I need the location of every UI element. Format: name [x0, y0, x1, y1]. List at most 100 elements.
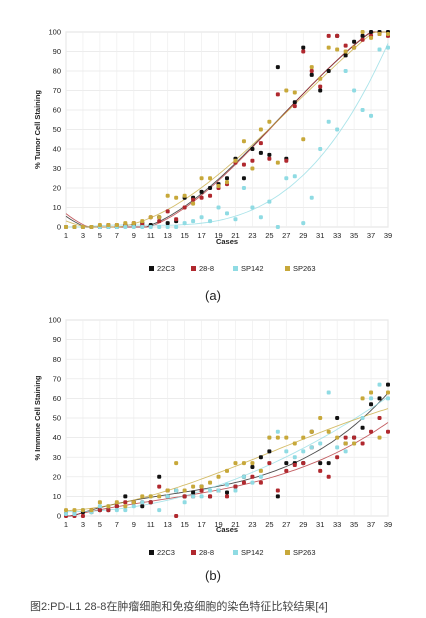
data-point-28-8: [369, 429, 374, 434]
data-point-sp263: [157, 215, 162, 220]
data-point-sp263: [157, 494, 162, 499]
data-point-sp263: [292, 441, 297, 446]
data-point-sp263: [208, 480, 213, 485]
data-point-22c3: [241, 176, 246, 181]
legend-swatch-28-8: [191, 550, 196, 555]
data-point-22c3: [326, 69, 331, 73]
data-point-sp142: [225, 211, 229, 216]
data-point-28-8: [80, 514, 85, 518]
legend-label-28-8: 28-8: [199, 548, 214, 557]
y-axis-title: % Tumor Cell Staining: [33, 90, 42, 169]
data-point-sp142: [157, 508, 162, 513]
data-point-sp142: [233, 488, 238, 493]
data-point-sp263: [309, 65, 314, 70]
data-point-sp142: [199, 215, 204, 220]
legend-swatch-22c3: [149, 550, 154, 555]
data-point-sp263: [72, 225, 77, 229]
data-point-sp142: [123, 508, 128, 513]
data-point-sp142: [292, 455, 297, 460]
data-point-22c3: [250, 465, 255, 469]
data-point-sp263: [72, 508, 77, 513]
legend-label-sp263: SP263: [293, 264, 316, 273]
panel-label-b: (b): [205, 568, 221, 583]
data-point-sp263: [225, 180, 229, 185]
data-point-28-8: [267, 461, 272, 466]
data-point-28-8: [284, 468, 289, 473]
data-point-sp142: [114, 508, 119, 513]
data-point-sp142: [309, 195, 314, 200]
data-point-28-8: [275, 488, 280, 493]
data-point-sp142: [174, 225, 179, 229]
y-tick-label: 30: [53, 164, 61, 173]
data-point-sp263: [225, 468, 229, 473]
data-point-sp263: [80, 508, 85, 513]
data-point-sp263: [275, 160, 280, 165]
x-tick-label: 3: [81, 520, 85, 529]
legend-swatch-22c3: [149, 266, 154, 271]
data-point-sp263: [199, 484, 204, 489]
data-point-sp263: [97, 223, 102, 228]
y-tick-label: 50: [53, 414, 61, 423]
data-point-sp142: [335, 127, 340, 132]
data-point-sp263: [343, 49, 348, 54]
y-tick-label: 70: [53, 86, 61, 95]
y-tick-label: 90: [53, 47, 61, 56]
data-point-sp263: [199, 176, 204, 181]
data-point-22c3: [377, 396, 382, 401]
x-tick-label: 39: [384, 520, 392, 529]
x-tick-label: 23: [248, 231, 256, 240]
data-point-22c3: [360, 425, 365, 430]
x-tick-label: 13: [164, 231, 172, 240]
data-point-sp263: [318, 416, 323, 420]
y-axis-title: % Immune Cell Staining: [33, 375, 42, 460]
data-point-28-8: [97, 508, 102, 513]
y-tick-label: 10: [53, 203, 61, 212]
data-point-28-8: [148, 500, 153, 505]
data-point-sp263: [131, 221, 136, 226]
x-tick-label: 1: [64, 231, 68, 240]
data-point-sp142: [233, 217, 238, 222]
y-tick-label: 70: [53, 374, 61, 383]
y-tick-label: 10: [53, 492, 61, 501]
data-point-22c3: [369, 30, 374, 34]
data-point-sp142: [318, 147, 323, 151]
data-point-28-8: [360, 37, 365, 42]
trendline-28-8: [65, 422, 389, 517]
y-tick-label: 100: [48, 28, 61, 37]
data-point-sp142: [250, 480, 255, 485]
data-point-22c3: [165, 221, 170, 226]
data-point-sp142: [182, 221, 187, 226]
y-tick-label: 90: [53, 335, 61, 344]
data-point-sp263: [284, 435, 289, 440]
data-point-sp142: [377, 382, 382, 387]
data-point-28-8: [182, 205, 187, 210]
data-point-28-8: [157, 484, 162, 489]
x-tick-label: 29: [299, 520, 307, 529]
data-point-22c3: [352, 39, 357, 44]
y-tick-label: 0: [57, 512, 61, 521]
data-point-sp142: [140, 225, 145, 229]
data-point-sp263: [250, 166, 255, 171]
chart-panel-a: 0 10 20 30 40 50 60 70 80 90 100 1 3 5 7 9 11 13 15 17 19 21 2…: [0, 0, 426, 303]
x-tick-label: 21: [231, 520, 239, 529]
data-point-sp263: [352, 45, 357, 50]
data-point-sp142: [275, 429, 280, 434]
data-point-22c3: [309, 72, 314, 77]
data-point-28-8: [258, 141, 263, 146]
data-point-28-8: [199, 488, 204, 493]
x-tick-label: 7: [115, 520, 119, 529]
legend-swatch-sp142: [233, 550, 238, 555]
data-point-22c3: [191, 490, 196, 495]
data-point-22c3: [318, 88, 323, 93]
data-point-22c3: [326, 461, 331, 466]
legend-swatch-28-8: [191, 266, 196, 271]
data-point-sp263: [369, 35, 374, 40]
data-point-sp263: [80, 225, 85, 229]
x-tick-label: 17: [197, 520, 205, 529]
legend-label-sp142: SP142: [241, 548, 264, 557]
data-point-sp142: [360, 416, 365, 420]
x-tick-label: 25: [265, 231, 273, 240]
data-point-sp263: [165, 193, 170, 198]
